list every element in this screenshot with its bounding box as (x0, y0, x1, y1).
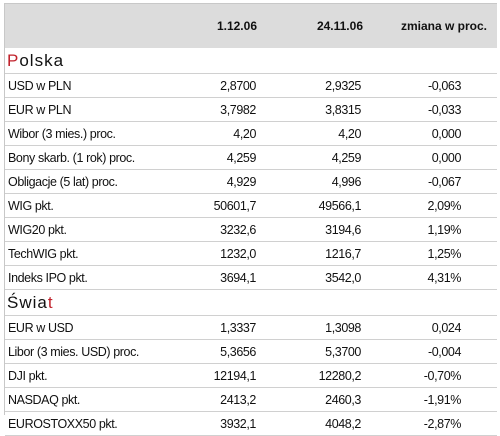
table-row: TechWIG pkt. 1232,0 1216,7 1,25% (5, 242, 497, 266)
value-2: 3542,0 (325, 270, 361, 285)
header-date-1: 1.12.06 (216, 19, 257, 33)
row-label: TechWIG pkt. (8, 246, 79, 261)
section-title-accent: t (47, 292, 54, 312)
value-1: 4,929 (226, 174, 257, 189)
table-row: EUROSTOXX50 pkt. 3932,1 4048,2 -2,87% (5, 412, 497, 436)
section-title-accent: P (7, 50, 20, 70)
change-value: -0,063 (427, 78, 461, 93)
value-1: 2413,2 (220, 392, 256, 407)
change-value: 1,19% (427, 222, 462, 237)
value-2: 4,259 (331, 150, 362, 165)
change-value: -0,033 (427, 102, 461, 117)
value-2: 5,3700 (325, 344, 361, 359)
table-row: Wibor (3 mies.) proc. 4,20 4,20 0,000 (5, 122, 497, 146)
value-1: 4,259 (226, 150, 257, 165)
value-2: 4,20 (338, 126, 361, 141)
table-row: Indeks IPO pkt. 3694,1 3542,0 4,31% (5, 266, 497, 290)
table-row: Libor (3 mies. USD) proc. 5,3656 5,3700 -0,… (5, 340, 497, 364)
table-row: EUR w PLN 3,7982 3,8315 -0,033 (5, 98, 497, 122)
change-value: -0,004 (427, 344, 461, 359)
rates-table: 1.12.06 24.11.06 zmiana w proc. Polska U… (4, 3, 497, 436)
value-2: 2460,3 (325, 392, 361, 407)
change-value: 0,000 (431, 150, 462, 165)
change-value: -2,87% (423, 416, 462, 431)
value-2: 49566,1 (318, 198, 362, 213)
table-row: WIG pkt. 50601,7 49566,1 2,09% (5, 194, 497, 218)
table-row: DJI pkt. 12194,1 12280,2 -0,70% (5, 364, 497, 388)
value-2: 12280,2 (318, 368, 362, 383)
value-1: 3,7982 (220, 102, 256, 117)
change-value: 4,31% (427, 270, 462, 285)
header-change: zmiana w proc. (400, 19, 487, 33)
value-1: 1,3337 (220, 320, 256, 335)
value-2: 4,996 (331, 174, 362, 189)
change-value: 2,09% (427, 198, 462, 213)
table-row: NASDAQ pkt. 2413,2 2460,3 -1,91% (5, 388, 497, 412)
row-label: WIG20 pkt. (8, 222, 67, 237)
value-1: 4,20 (233, 126, 256, 141)
value-2: 3,8315 (325, 102, 361, 117)
section-title-rest: olska (19, 50, 65, 70)
table-row: USD w PLN 2,8700 2,9325 -0,063 (5, 74, 497, 98)
value-2: 1,3098 (325, 320, 361, 335)
value-2: 4048,2 (325, 416, 361, 431)
value-2: 1216,7 (325, 246, 361, 261)
row-label: EUR w PLN (8, 102, 72, 117)
value-1: 3694,1 (220, 270, 256, 285)
header-date-2: 24.11.06 (316, 19, 363, 33)
row-label: USD w PLN (8, 78, 72, 93)
section-title: Polska (5, 51, 64, 71)
value-1: 2,8700 (220, 78, 256, 93)
value-2: 2,9325 (325, 78, 361, 93)
row-label: DJI pkt. (8, 368, 48, 383)
value-1: 3932,1 (220, 416, 256, 431)
section-title-main: Świa (7, 292, 48, 312)
row-label: Obligacje (5 lat) proc. (8, 174, 118, 189)
change-value: -1,91% (423, 392, 462, 407)
row-label: Wibor (3 mies.) proc. (8, 126, 116, 141)
value-1: 12194,1 (213, 368, 257, 383)
value-2: 3194,6 (325, 222, 361, 237)
value-1: 1232,0 (220, 246, 256, 261)
change-value: -0,70% (423, 368, 462, 383)
section-swiat: Świat (5, 290, 497, 316)
row-label: Bony skarb. (1 rok) proc. (8, 150, 135, 165)
row-label: EUR w USD (8, 320, 74, 335)
row-label: NASDAQ pkt. (8, 392, 81, 407)
change-value: 0,000 (431, 126, 462, 141)
table-row: Obligacje (5 lat) proc. 4,929 4,996 -0,067 (5, 170, 497, 194)
row-label: Indeks IPO pkt. (8, 270, 88, 285)
value-1: 50601,7 (213, 198, 257, 213)
change-value: 0,024 (431, 320, 462, 335)
table-row: EUR w USD 1,3337 1,3098 0,024 (5, 316, 497, 340)
change-value: 1,25% (427, 246, 462, 261)
table-row: WIG20 pkt. 3232,6 3194,6 1,19% (5, 218, 497, 242)
value-1: 3232,6 (220, 222, 256, 237)
value-1: 5,3656 (220, 344, 256, 359)
row-label: WIG pkt. (8, 198, 54, 213)
section-polska: Polska (5, 48, 497, 74)
table-row: Bony skarb. (1 rok) proc. 4,259 4,259 0,000 (5, 146, 497, 170)
section-title: Świat (5, 293, 54, 313)
change-value: -0,067 (427, 174, 461, 189)
table-header: 1.12.06 24.11.06 zmiana w proc. (5, 4, 497, 48)
row-label: EUROSTOXX50 pkt. (8, 416, 118, 431)
row-label: Libor (3 mies. USD) proc. (8, 344, 140, 359)
